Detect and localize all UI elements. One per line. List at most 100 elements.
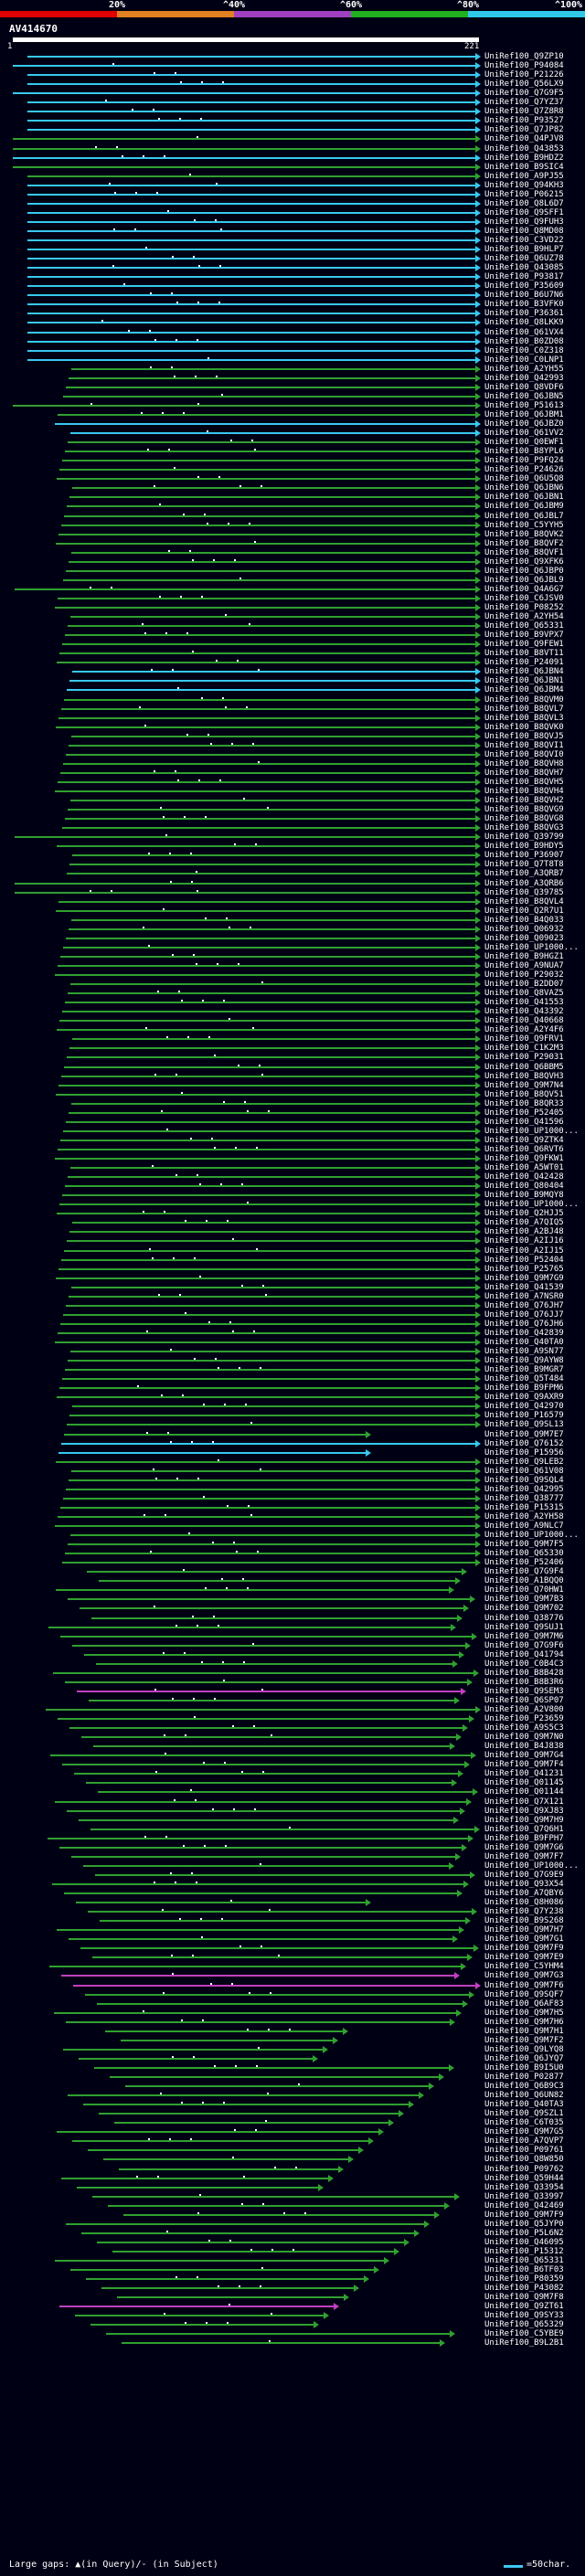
hit-id-label[interactable]: UniRef100_Q6UZ78 [484,254,564,264]
hit-id-label[interactable]: UniRef100_Q9AYW8 [484,1356,564,1366]
hit-alignment-bar[interactable] [62,1378,475,1381]
hit-id-label[interactable]: UniRef100_Q42839 [484,1328,564,1338]
hit-alignment-bar[interactable] [67,1240,475,1243]
hit-id-label[interactable]: UniRef100_P21226 [484,70,564,80]
hit-alignment-bar[interactable] [69,1231,475,1234]
hit-alignment-bar[interactable] [68,625,475,628]
hit-id-label[interactable]: UniRef100_Q9XJ83 [484,1806,564,1816]
hit-id-label[interactable]: UniRef100_Q9M7G5 [484,2127,564,2137]
hit-alignment-bar[interactable] [69,376,475,379]
hit-alignment-bar[interactable] [71,1855,455,1858]
hit-alignment-bar[interactable] [88,1911,472,1913]
hit-id-label[interactable]: UniRef100_P52404 [484,1255,564,1265]
hit-alignment-bar[interactable] [55,2260,384,2262]
hit-alignment-bar[interactable] [64,514,475,517]
hit-alignment-bar[interactable] [62,1194,475,1197]
hit-id-label[interactable]: UniRef100_Q9M7G6 [484,1842,564,1852]
hit-id-label[interactable]: UniRef100_C0LNP1 [484,355,564,365]
hit-id-label[interactable]: UniRef100_B9HDY5 [484,842,564,852]
hit-alignment-bar[interactable] [86,2278,364,2281]
hit-alignment-bar[interactable] [73,1984,475,1987]
hit-alignment-bar[interactable] [65,1185,475,1188]
hit-id-label[interactable]: UniRef100_Q6JYQ7 [484,2053,564,2063]
hit-alignment-bar[interactable] [60,1139,475,1141]
hit-alignment-bar[interactable] [86,1782,452,1785]
hit-alignment-bar[interactable] [90,2324,314,2327]
hit-alignment-bar[interactable] [60,771,475,774]
hit-alignment-bar[interactable] [108,2204,444,2207]
hit-id-label[interactable]: UniRef100_A2YH54 [484,612,564,622]
hit-alignment-bar[interactable] [79,2057,313,2060]
hit-alignment-bar[interactable] [60,955,475,958]
hit-alignment-bar[interactable] [59,469,475,472]
hit-alignment-bar[interactable] [58,413,475,416]
hit-id-label[interactable]: UniRef100_Q42428 [484,1172,564,1182]
hit-id-label[interactable]: UniRef100_Q41794 [484,1649,564,1659]
hit-alignment-bar[interactable] [61,524,475,526]
hit-alignment-bar[interactable] [55,974,475,976]
hit-id-label[interactable]: UniRef100_P16579 [484,1411,564,1421]
hit-alignment-bar[interactable] [67,1809,460,1812]
hit-alignment-bar[interactable] [58,964,475,967]
hit-alignment-bar[interactable] [69,1479,475,1481]
hit-id-label[interactable]: UniRef100_Q9M7H9 [484,1815,564,1825]
hit-alignment-bar[interactable] [80,1607,463,1610]
hit-id-label[interactable]: UniRef100_Q01145 [484,1778,564,1788]
hit-alignment-bar[interactable] [83,2104,409,2106]
hit-id-label[interactable]: UniRef100_Q9SQF7 [484,1989,564,1999]
hit-id-label[interactable]: UniRef100_B8QVF2 [484,538,564,548]
hit-alignment-bar[interactable] [57,1396,475,1399]
hit-id-label[interactable]: UniRef100_A7QIQ5 [484,1218,564,1228]
hit-id-label[interactable]: UniRef100_Q42995 [484,1484,564,1494]
hit-alignment-bar[interactable] [101,2287,354,2290]
hit-id-label[interactable]: UniRef100_Q9ZTK4 [484,1135,564,1145]
hit-id-label[interactable]: UniRef100_Q6JBN6 [484,483,564,493]
hit-id-label[interactable]: UniRef100_B8B3R6 [484,1677,564,1687]
hit-id-label[interactable]: UniRef100_B8QVL3 [484,713,564,723]
hit-id-label[interactable]: UniRef100_B9I5U0 [484,2062,564,2072]
hit-id-label[interactable]: UniRef100_B9MGR7 [484,1365,564,1375]
hit-alignment-bar[interactable] [67,505,475,508]
hit-alignment-bar[interactable] [71,735,475,737]
hit-alignment-bar[interactable] [72,2140,368,2143]
hit-id-label[interactable]: UniRef100_Q40TA0 [484,1338,564,1347]
hit-alignment-bar[interactable] [56,1460,475,1463]
hit-id-label[interactable]: UniRef100_C3VD22 [484,236,564,245]
hit-alignment-bar[interactable] [71,1286,475,1288]
hit-id-label[interactable]: UniRef100_B9HGZ1 [484,951,564,961]
hit-id-label[interactable]: UniRef100_Q9M7B3 [484,1595,564,1605]
hit-alignment-bar[interactable] [95,1873,470,1876]
hit-alignment-bar[interactable] [66,2020,450,2023]
hit-alignment-bar[interactable] [70,2269,374,2272]
hit-id-label[interactable]: UniRef100_B8QVK2 [484,529,564,539]
hit-alignment-bar[interactable] [105,2030,343,2032]
hit-alignment-bar[interactable] [60,1322,475,1325]
hit-id-label[interactable]: UniRef100_Q8VDF6 [484,382,564,392]
hit-alignment-bar[interactable] [53,1671,473,1674]
hit-id-label[interactable]: UniRef100_A2YH55 [484,364,564,374]
hit-id-label[interactable]: UniRef100_Q9FKW1 [484,1154,564,1163]
hit-id-label[interactable]: UniRef100_B6U7N6 [484,291,564,301]
hit-alignment-bar[interactable] [110,2076,439,2078]
hit-id-label[interactable]: UniRef100_Q6JBN4 [484,667,564,677]
hit-id-label[interactable]: UniRef100_Q6JBM1 [484,409,564,419]
hit-alignment-bar[interactable] [69,1415,475,1417]
hit-alignment-bar[interactable] [97,2241,404,2243]
hit-id-label[interactable]: UniRef100_B8QVM0 [484,694,564,705]
hit-alignment-bar[interactable] [70,432,475,435]
hit-id-label[interactable]: UniRef100_B8QVL7 [484,704,564,714]
hit-id-label[interactable]: UniRef100_B8QVH2 [484,796,564,806]
hit-id-label[interactable]: UniRef100_P52405 [484,1108,564,1118]
hit-id-label[interactable]: UniRef100_P24091 [484,658,564,668]
hit-alignment-bar[interactable] [70,1534,475,1537]
hit-id-label[interactable]: UniRef100_Q9M7N4 [484,1080,564,1090]
hit-alignment-bar[interactable] [63,578,475,581]
hit-id-label[interactable]: UniRef100_C5YYH5 [484,520,564,530]
hit-alignment-bar[interactable] [27,358,475,361]
hit-alignment-bar[interactable] [90,1828,474,1830]
hit-id-label[interactable]: UniRef100_Q7YZ37 [484,98,564,108]
hit-alignment-bar[interactable] [123,2213,434,2216]
hit-alignment-bar[interactable] [13,165,475,168]
hit-id-label[interactable]: UniRef100_Q9M7G9 [484,1273,564,1283]
hit-alignment-bar[interactable] [69,1047,475,1050]
